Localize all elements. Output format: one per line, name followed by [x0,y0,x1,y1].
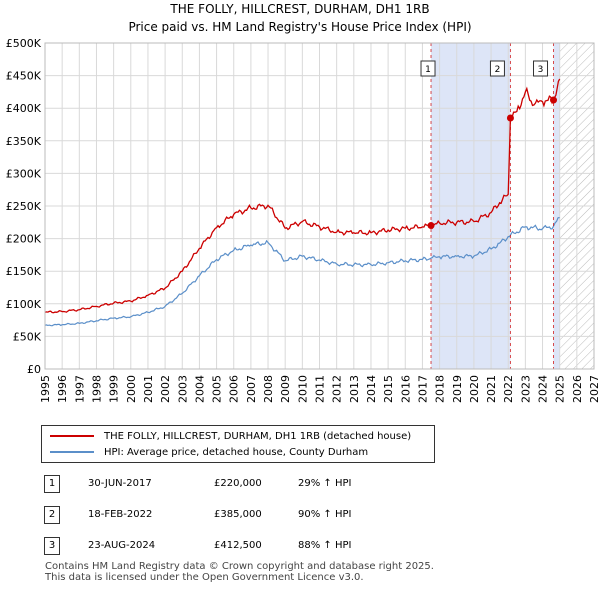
chart-title: THE FOLLY, HILLCREST, DURHAM, DH1 1RB [170,2,430,16]
y-tick-label: £250K [6,200,42,213]
legend-label-hpi: HPI: Average price, detached house, Coun… [104,446,369,458]
x-tick-label: 2007 [245,375,258,403]
x-tick-label: 2003 [176,375,189,403]
legend: THE FOLLY, HILLCREST, DURHAM, DH1 1RB (d… [41,425,435,463]
x-tick-label: 2004 [193,375,206,403]
x-tick-label: 2018 [434,375,447,403]
footer: Contains HM Land Registry data © Crown c… [45,561,434,583]
sale-point [550,96,558,104]
sale-label-number: 2 [495,65,501,75]
legend-swatch-hpi [50,451,94,453]
sale-price: £412,500 [214,540,262,551]
x-tick-label: 2012 [331,375,344,403]
footer-copyright: Contains HM Land Registry data © Crown c… [45,561,434,572]
legend-swatch-property [50,435,94,437]
price-chart: 1 2 3 £0 £50K £100K £150K £200K £250K £300K £350K… [6,37,600,403]
x-tick-label: 2015 [382,375,395,403]
legend-item-hpi: HPI: Average price, detached house, Coun… [50,444,368,460]
sale-label-box [533,60,549,77]
sale-number: 1 [44,475,60,493]
y-tick-label: £150K [6,265,42,278]
sale-row: 1 30-JUN-2017 £220,000 29% ↑ HPI [0,475,600,495]
sale-hpi-change: 88% ↑ HPI [298,540,352,551]
x-tick-label: 2010 [296,375,309,403]
x-tick-label: 2023 [519,375,532,403]
x-tick-label: 1999 [108,375,121,403]
x-tick-label: 2000 [125,375,138,403]
footer-licence: This data is licensed under the Open Gov… [45,572,364,583]
x-tick-label: 2020 [468,375,481,403]
y-tick-label: £100K [6,298,42,311]
y-tick-label: £0 [27,363,41,376]
y-tick-label: £400K [6,102,42,115]
sale-price: £220,000 [214,478,262,489]
sale-label-number: 3 [538,65,544,75]
sale-date: 30-JUN-2017 [88,478,152,489]
y-tick-label: £450K [6,70,42,83]
y-tick-label: £200K [6,233,42,246]
sale-hpi-change: 29% ↑ HPI [298,478,352,489]
y-tick-label: £500K [6,37,42,50]
y-tick-label: £350K [6,135,42,148]
x-tick-label: 2009 [279,375,292,403]
x-tick-label: 2016 [399,375,412,403]
sale-number: 3 [44,537,60,555]
x-tick-label: 2019 [451,375,464,403]
y-tick-label: £50K [13,330,42,343]
legend-item-property: THE FOLLY, HILLCREST, DURHAM, DH1 1RB (d… [50,428,411,444]
x-tick-label: 2026 [571,375,584,403]
x-tick-label: 2006 [228,375,241,403]
x-tick-label: 2013 [348,375,361,403]
hpi-line [44,217,560,327]
sale-row: 2 18-FEB-2022 £385,000 90% ↑ HPI [0,506,600,526]
x-tick-label: 2002 [159,375,172,403]
x-tick-label: 2014 [365,375,378,403]
x-tick-label: 2022 [502,375,515,403]
sale-label-box [420,60,436,77]
x-tick-label: 2027 [588,375,600,403]
x-tick-label: 2025 [554,375,567,403]
sale-label-number: 1 [425,65,431,75]
sale-hpi-change: 90% ↑ HPI [298,509,352,520]
sale-date: 18-FEB-2022 [88,509,153,520]
x-tick-label: 1996 [56,375,69,403]
sale-price: £385,000 [214,509,262,520]
property-price-line [44,78,561,314]
sale-point [506,114,514,122]
sale-date: 23-AUG-2024 [88,540,156,551]
x-tick-label: 2017 [416,375,429,403]
x-tick-label: 1997 [73,375,86,403]
x-tick-label: 2021 [485,375,498,403]
x-tick-label: 2005 [211,375,224,403]
plot-border [44,42,595,370]
x-tick-label: 2008 [262,375,275,403]
sale-point [427,222,435,230]
sale-label-box [489,60,505,77]
legend-label-property: THE FOLLY, HILLCREST, DURHAM, DH1 1RB (d… [104,430,412,442]
x-tick-label: 2024 [537,375,550,403]
y-tick-label: £300K [6,167,42,180]
x-tick-label: 2011 [314,375,327,403]
chart-subtitle: Price paid vs. HM Land Registry's House … [128,20,472,34]
sale-number: 2 [44,506,60,524]
sale-row: 3 23-AUG-2024 £412,500 88% ↑ HPI [0,537,600,557]
x-tick-label: 2001 [142,375,155,403]
x-tick-label: 1998 [90,375,103,403]
x-tick-label: 1995 [39,375,52,403]
